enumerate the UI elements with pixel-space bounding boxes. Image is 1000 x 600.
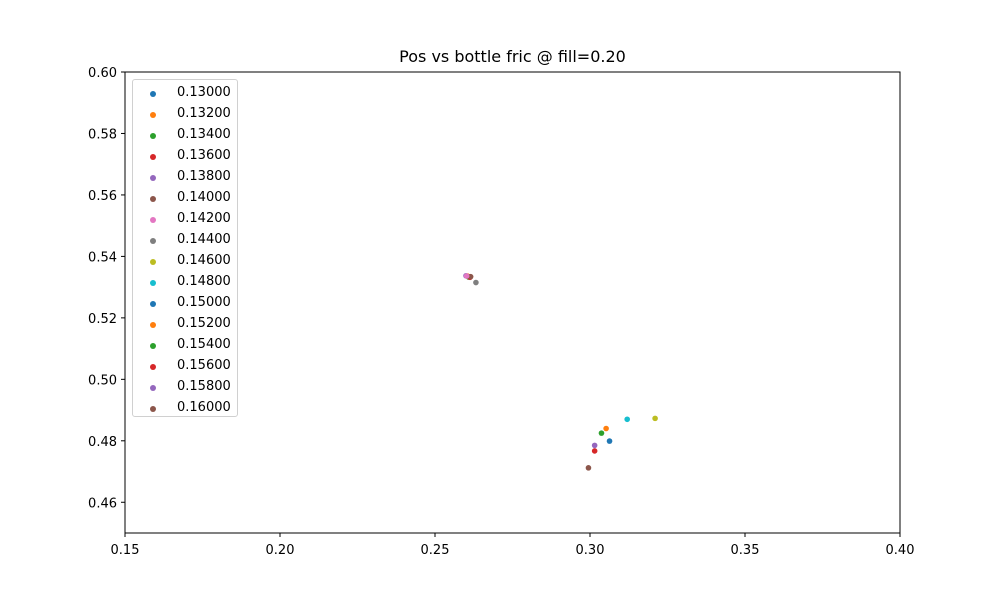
legend-marker (150, 175, 156, 181)
x-tick-label: 0.35 (731, 543, 760, 558)
legend-item: 0.15600 (133, 356, 237, 377)
data-point-0.14400 (473, 279, 479, 286)
y-tick-label: 0.46 (88, 496, 117, 511)
legend-label: 0.15400 (177, 337, 231, 352)
legend-marker (150, 322, 156, 328)
legend-marker (150, 133, 156, 139)
y-tick-label: 0.52 (88, 312, 117, 327)
y-tick-label: 0.60 (88, 66, 117, 81)
y-tick-label: 0.48 (88, 435, 117, 450)
legend-label: 0.13000 (177, 85, 231, 100)
legend-marker (150, 301, 156, 307)
legend-label: 0.13600 (177, 148, 231, 163)
data-point-0.15000 (606, 438, 613, 444)
legend-label: 0.14600 (177, 253, 231, 268)
legend-item: 0.14200 (133, 209, 237, 230)
x-tick-label: 0.15 (111, 543, 140, 558)
legend-item: 0.15200 (133, 314, 237, 335)
data-point-0.16000 (585, 465, 592, 471)
legend-item: 0.13600 (133, 146, 237, 167)
legend-marker (150, 217, 156, 223)
data-point-0.14200 (463, 273, 470, 279)
x-tick-label: 0.20 (266, 543, 295, 558)
legend-item: 0.15400 (133, 335, 237, 356)
legend-label: 0.15200 (177, 316, 231, 331)
data-point-0.15800 (591, 442, 598, 449)
legend-marker (150, 196, 156, 202)
legend-marker (150, 385, 156, 391)
y-tick-label: 0.58 (88, 127, 117, 142)
data-point-0.15200 (603, 425, 609, 432)
legend-label: 0.14000 (177, 190, 231, 205)
legend-marker (150, 238, 156, 244)
x-tick-label: 0.40 (886, 543, 915, 558)
data-point-0.14600 (652, 415, 658, 422)
legend-label: 0.15000 (177, 295, 231, 310)
legend-label: 0.16000 (177, 400, 231, 415)
legend-marker (150, 91, 156, 97)
legend-item: 0.16000 (133, 398, 237, 419)
legend: 0.13000 0.13200 0.13400 0.13600 0.13800 0.140… (132, 79, 238, 417)
y-tick-label: 0.50 (88, 373, 117, 388)
legend-marker (150, 406, 156, 412)
legend-item: 0.14600 (133, 251, 237, 272)
legend-item: 0.15800 (133, 377, 237, 398)
legend-label: 0.14800 (177, 274, 231, 289)
legend-item: 0.15000 (133, 293, 237, 314)
legend-item: 0.13200 (133, 104, 237, 125)
legend-label: 0.13400 (177, 127, 231, 142)
legend-marker (150, 364, 156, 370)
legend-label: 0.14400 (177, 232, 231, 247)
legend-marker (150, 112, 156, 118)
legend-marker (150, 343, 156, 349)
y-tick-label: 0.54 (88, 250, 117, 265)
data-point-0.14800 (624, 416, 630, 423)
legend-marker (150, 280, 156, 286)
legend-item: 0.13800 (133, 167, 237, 188)
legend-label: 0.13800 (177, 169, 231, 184)
legend-item: 0.13400 (133, 125, 237, 146)
x-tick-label: 0.30 (576, 543, 605, 558)
legend-marker (150, 259, 156, 265)
legend-label: 0.15600 (177, 358, 231, 373)
x-tick-label: 0.25 (421, 543, 450, 558)
chart-title: Pos vs bottle fric @ fill=0.20 (399, 47, 626, 66)
legend-label: 0.13200 (177, 106, 231, 121)
legend-label: 0.15800 (177, 379, 231, 394)
data-point-0.15400 (598, 430, 605, 436)
legend-marker (150, 154, 156, 160)
legend-item: 0.14000 (133, 188, 237, 209)
legend-item: 0.13000 (133, 83, 237, 104)
y-tick-label: 0.56 (88, 189, 117, 204)
data-point-0.15600 (591, 448, 598, 454)
legend-item: 0.14400 (133, 230, 237, 251)
legend-item: 0.14800 (133, 272, 237, 293)
plot-frame (124, 71, 901, 534)
legend-label: 0.14200 (177, 211, 231, 226)
